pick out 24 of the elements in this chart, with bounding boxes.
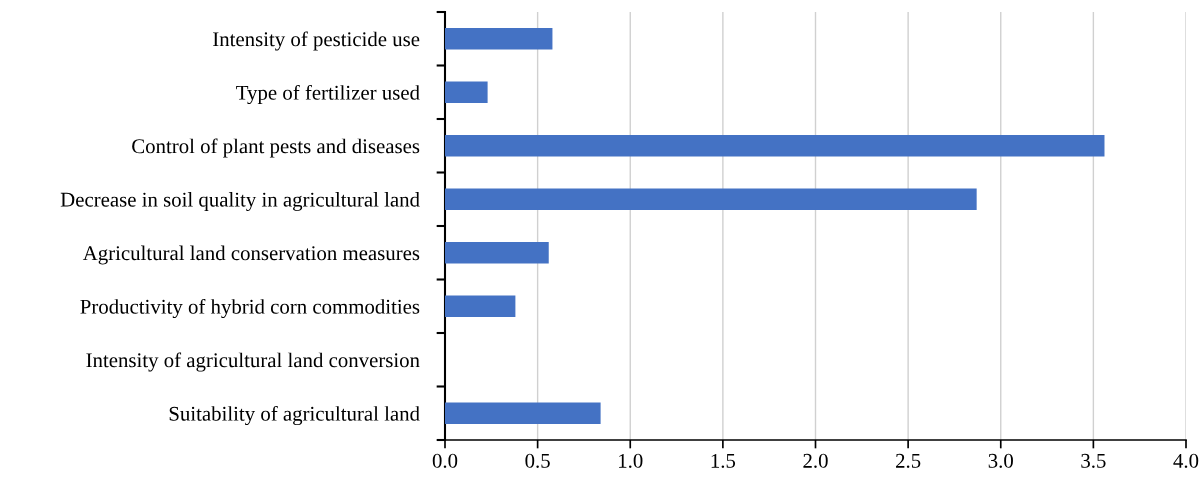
x-tick-label: 3.0 bbox=[988, 453, 1013, 468]
y-tick-label: Agricultural land conservation measures bbox=[82, 245, 420, 265]
y-tick-label: Productivity of hybrid corn commodities bbox=[80, 298, 420, 319]
x-tick-label: 0.0 bbox=[432, 453, 458, 468]
x-tick-label: 1.0 bbox=[619, 453, 643, 468]
bar bbox=[445, 28, 553, 50]
bar bbox=[445, 81, 488, 103]
y-tick-label: Intensity of pesticide use bbox=[213, 31, 420, 51]
y-tick-label: Decrease in soil quality in agricultural land bbox=[60, 192, 420, 211]
bar bbox=[445, 135, 1105, 157]
bar bbox=[445, 295, 516, 317]
x-tick-label: 0.5 bbox=[525, 453, 550, 468]
bar bbox=[445, 242, 549, 264]
y-tick-label: Control of plant pests and diseases bbox=[132, 138, 420, 158]
x-tick-label: 3.5 bbox=[1081, 453, 1106, 468]
y-tick-label: Suitability of agricultural land bbox=[169, 405, 420, 426]
y-tick-label: Type of fertilizer used bbox=[236, 84, 420, 105]
x-tick-label: 2.5 bbox=[896, 453, 921, 468]
y-tick-label: Intensity of agricultural land conversion bbox=[86, 352, 420, 372]
x-tick-label: 1.5 bbox=[711, 453, 736, 468]
bar bbox=[445, 188, 977, 210]
bar bbox=[445, 402, 601, 424]
x-tick-label: 2.0 bbox=[803, 453, 828, 468]
x-tick-label: 4.0 bbox=[1173, 453, 1199, 468]
